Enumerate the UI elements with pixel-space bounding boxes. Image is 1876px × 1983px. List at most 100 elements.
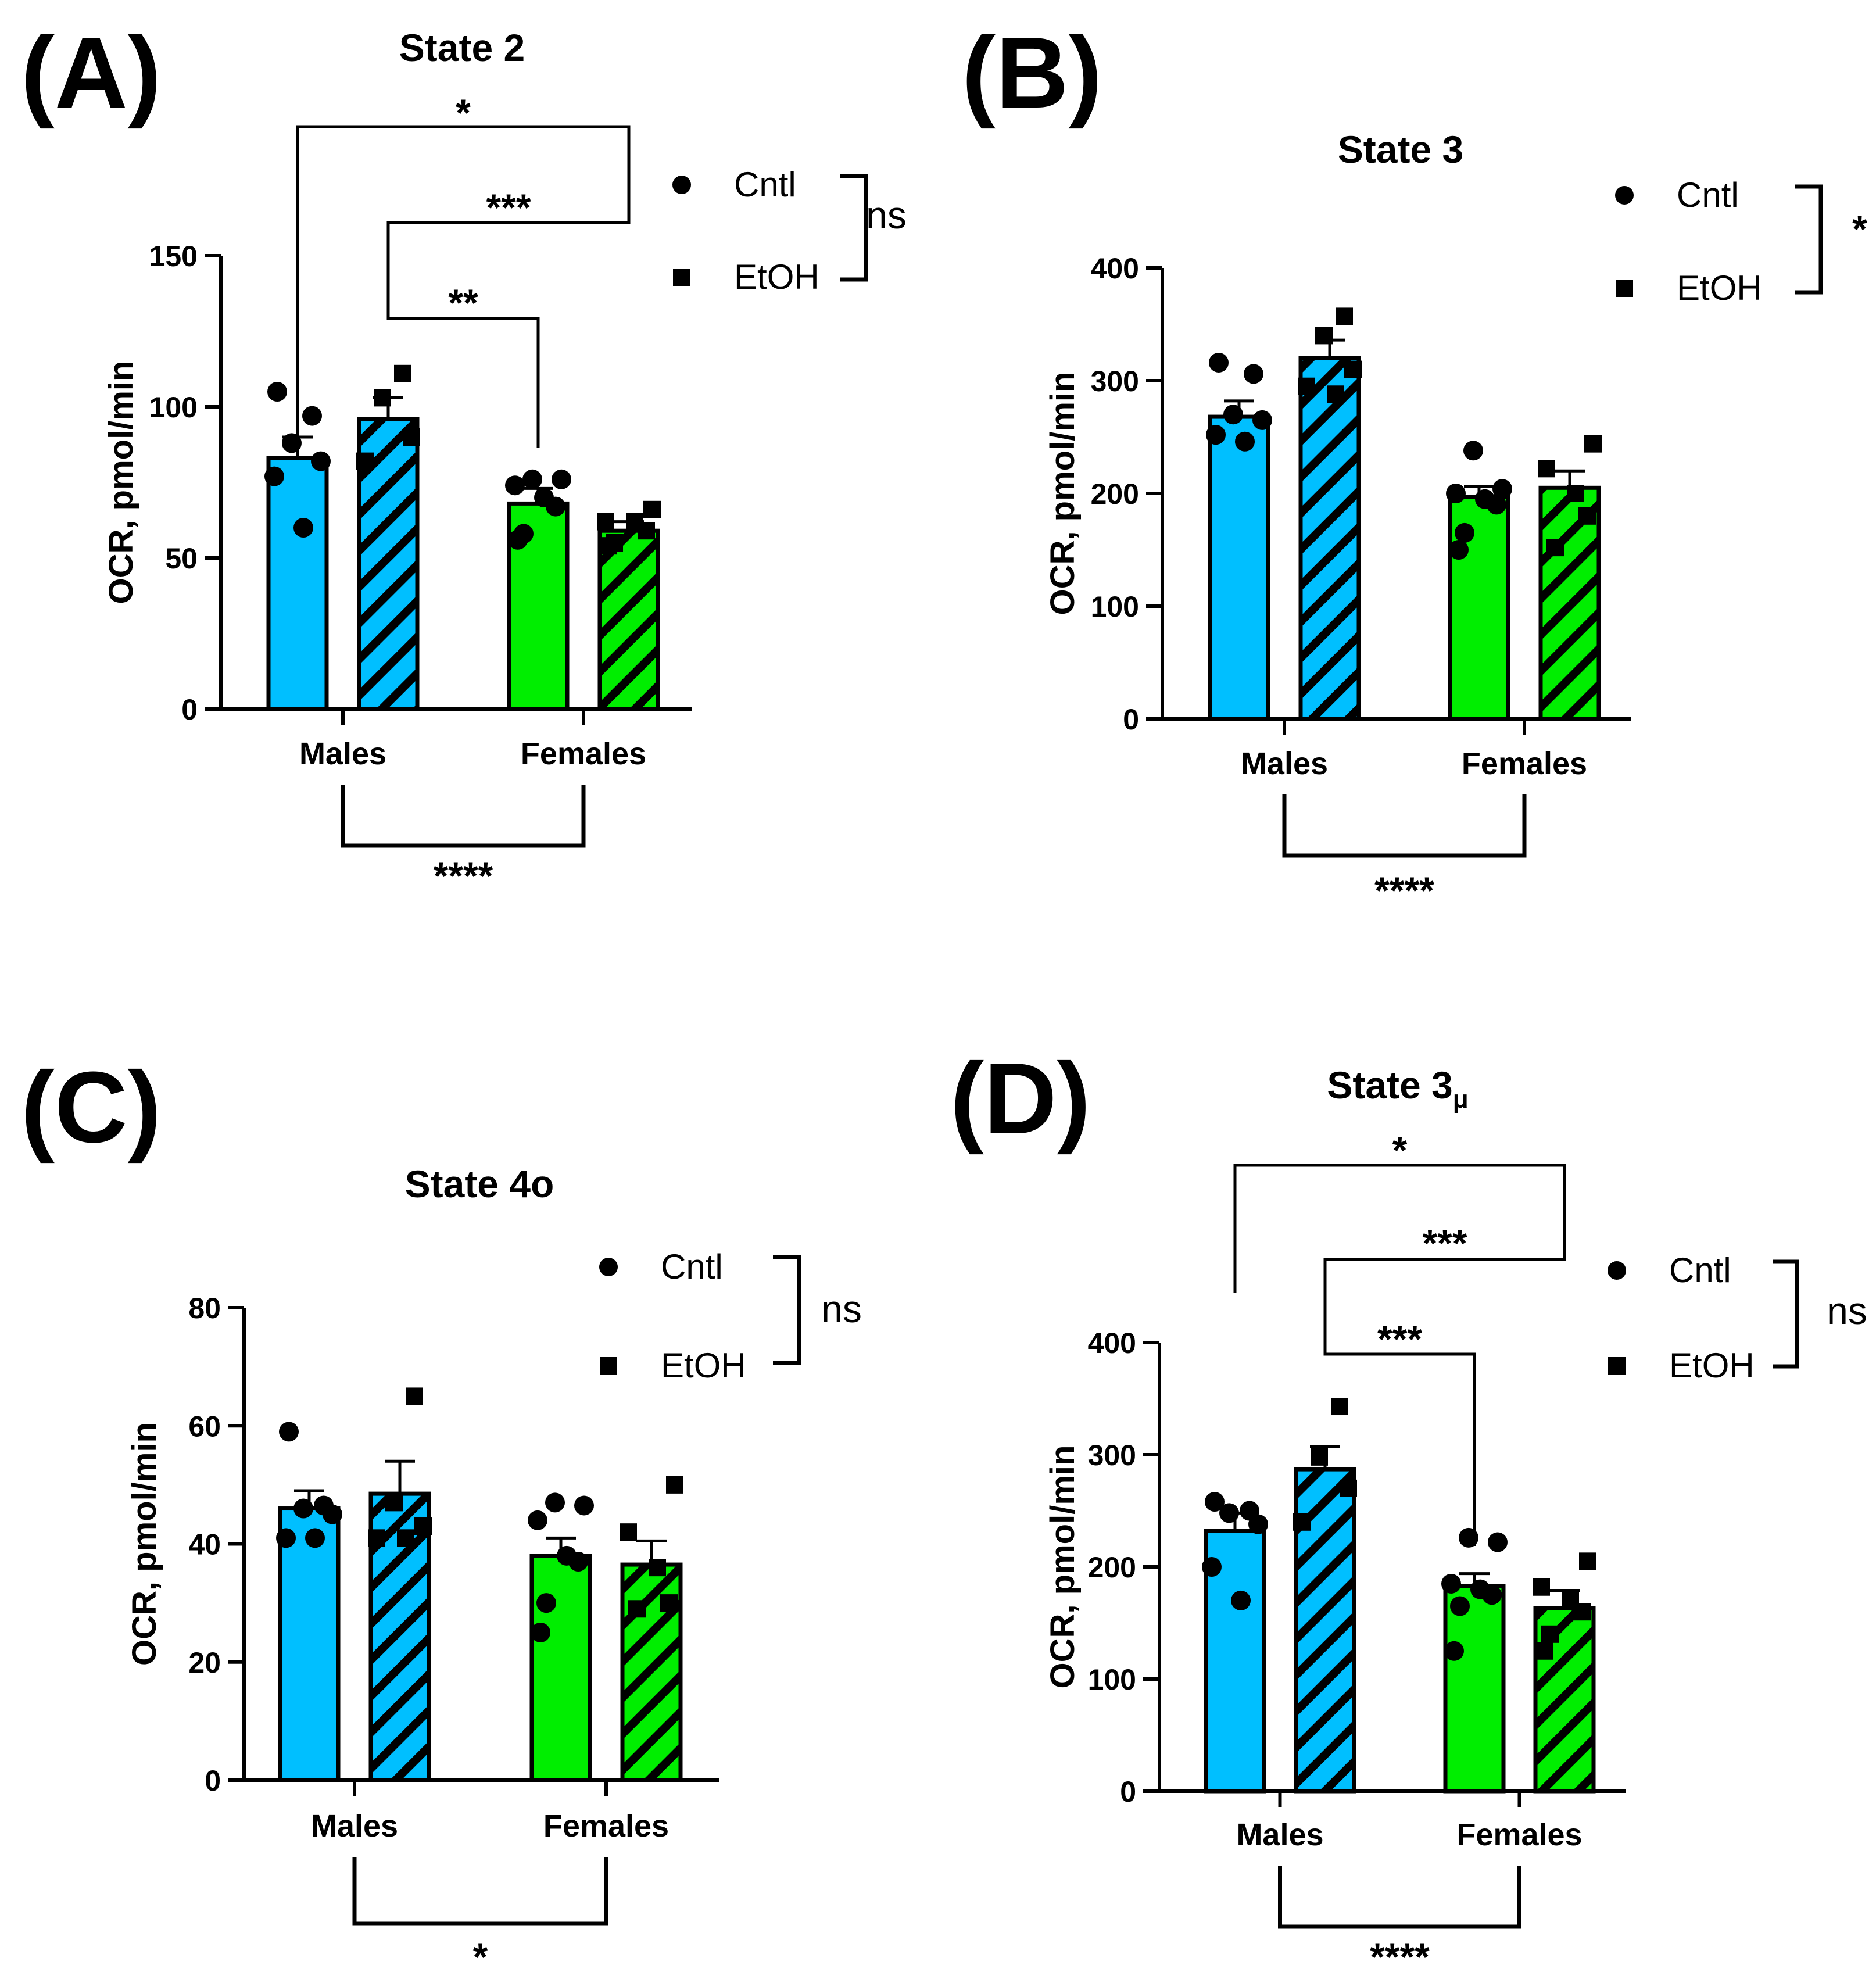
- y-tick-label: 100: [1088, 1663, 1136, 1696]
- chart-title: State 3μ: [1327, 1064, 1468, 1114]
- data-point-circle: [1482, 1585, 1502, 1605]
- square-marker-icon: [1616, 280, 1633, 297]
- panel-letter: (A): [21, 16, 162, 129]
- chart-title-main: State 2: [399, 26, 525, 69]
- y-tick-label: 300: [1091, 365, 1139, 398]
- data-point-circle: [267, 382, 287, 402]
- y-tick-label: 0: [205, 1764, 221, 1797]
- data-point-square: [1311, 1448, 1328, 1466]
- data-point-circle: [1206, 425, 1226, 445]
- chart-title-subscript: μ: [1453, 1085, 1469, 1114]
- x-category-label: Females: [521, 736, 646, 771]
- legend-test-label: ns: [1827, 1289, 1867, 1332]
- x-category-label: Males: [1241, 746, 1328, 781]
- y-axis-label: OCR, pmol/min: [1044, 372, 1082, 615]
- comparison-significance: ***: [1422, 1222, 1467, 1265]
- chart-title: State 3: [1338, 128, 1463, 171]
- legend-label: Cntl: [734, 165, 796, 204]
- data-point-square: [638, 522, 655, 540]
- interaction-bracket: [1282, 794, 1527, 858]
- data-point-circle: [1487, 495, 1506, 515]
- data-point-circle: [536, 1593, 556, 1613]
- data-point-circle: [1463, 441, 1483, 461]
- data-point-circle: [522, 469, 542, 489]
- data-point-square: [1298, 377, 1315, 395]
- data-point-square: [1546, 539, 1564, 557]
- y-axis-label: OCR, pmol/min: [1044, 1445, 1082, 1689]
- interaction-bracket: [352, 1857, 608, 1926]
- chart-panel-c: (C) State 4o OCR, pmol/min 0 20 40 60 80 Males Fe…: [21, 1050, 862, 1978]
- comparison-significance: *: [456, 91, 471, 134]
- x-category-label: Males: [299, 736, 386, 771]
- data-point-circle: [1235, 431, 1255, 452]
- data-point-circle: [293, 1498, 313, 1519]
- data-point-square: [406, 1387, 423, 1405]
- data-point-circle: [552, 469, 571, 489]
- legend-label: Cntl: [1669, 1251, 1731, 1290]
- panel-letter: (C): [21, 1050, 162, 1164]
- x-category-label: Females: [1456, 1817, 1582, 1852]
- legend-label: Cntl: [1677, 176, 1739, 214]
- interaction-significance: ****: [434, 854, 493, 897]
- legend-label: EtOH: [734, 257, 819, 296]
- data-point-square: [1344, 360, 1362, 378]
- y-tick-label: 400: [1091, 252, 1139, 285]
- data-point-circle: [568, 1551, 588, 1572]
- data-point-circle: [1252, 410, 1272, 430]
- data-point-circle: [323, 1504, 342, 1524]
- y-tick-label: 300: [1088, 1439, 1136, 1472]
- data-point-circle: [1441, 1573, 1461, 1594]
- data-point-circle: [574, 1495, 594, 1516]
- x-category-label: Females: [1462, 746, 1587, 781]
- legend-bracket: [840, 174, 868, 282]
- y-tick-label: 50: [165, 542, 198, 575]
- square-marker-icon: [673, 269, 690, 286]
- data-point-circle: [311, 451, 331, 471]
- legend-test-label: ns: [866, 194, 907, 237]
- interaction-bracket: [1278, 1866, 1521, 1929]
- data-point-circle: [1219, 1503, 1239, 1523]
- data-point-square: [1535, 1642, 1553, 1660]
- bar: [266, 456, 329, 711]
- data-point-circle: [1449, 540, 1469, 560]
- data-point-square: [1567, 485, 1584, 502]
- x-category-label: Males: [311, 1809, 398, 1844]
- legend-bracket: [1795, 184, 1823, 295]
- bar: [597, 528, 660, 711]
- comparison-bracket: [386, 291, 540, 448]
- data-point-circle: [1492, 479, 1512, 499]
- data-point-circle: [276, 1528, 296, 1548]
- chart-title-main: State 3: [1327, 1064, 1452, 1107]
- x-category-label: Males: [1236, 1817, 1323, 1852]
- data-point-square: [1315, 327, 1333, 345]
- data-point-square: [643, 500, 661, 518]
- data-point-square: [1579, 1552, 1596, 1570]
- data-point-circle: [528, 1510, 547, 1530]
- y-axis-label: OCR, pmol/min: [102, 361, 140, 604]
- comparison-bracket: [296, 125, 631, 459]
- data-point-circle: [302, 406, 322, 426]
- y-tick-label: 0: [181, 693, 198, 726]
- data-point-circle: [1446, 484, 1466, 503]
- comparison-bracket: [1323, 1328, 1476, 1546]
- data-point-circle: [1202, 1557, 1222, 1577]
- legend-test-label: *: [1852, 207, 1867, 250]
- y-tick-label: 100: [1091, 590, 1139, 623]
- data-point-square: [1541, 1625, 1559, 1643]
- data-point-circle: [1450, 1596, 1470, 1616]
- comparison-significance: **: [448, 281, 478, 324]
- bar: [1298, 356, 1361, 721]
- y-tick-label: 60: [188, 1410, 221, 1442]
- data-point-circle: [1455, 522, 1474, 543]
- bar: [1538, 485, 1601, 721]
- data-point-square: [649, 1559, 666, 1577]
- y-tick-label: 20: [188, 1646, 221, 1679]
- data-point-square: [628, 1600, 646, 1618]
- circle-marker-icon: [599, 1258, 618, 1276]
- data-point-circle: [1244, 364, 1263, 384]
- legend-bracket: [1773, 1259, 1799, 1369]
- data-point-circle: [1205, 1492, 1225, 1512]
- comparison-significance: *: [1392, 1129, 1408, 1172]
- y-axis-label: OCR, pmol/min: [126, 1422, 163, 1666]
